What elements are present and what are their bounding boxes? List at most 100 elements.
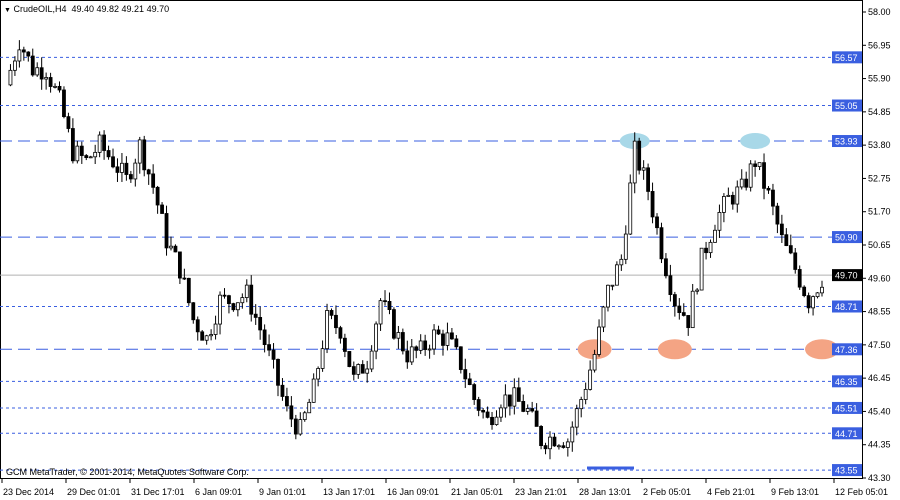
candle [779,214,784,243]
candle-body [137,139,142,164]
candle [75,140,80,164]
candle [253,304,258,325]
candle-body [316,368,321,380]
candle-body [249,284,254,315]
candle-body [400,332,405,352]
candle-body [142,139,147,171]
candle-body [146,169,151,175]
bottom-marker [657,339,692,360]
candle-body [579,399,584,410]
candle-body [79,145,84,156]
candle-body [329,310,334,316]
candle [124,156,129,181]
candle [481,407,486,419]
candle [494,410,499,426]
copyright-label: GCM MetaTrader, © 2001-2014, MetaQuotes … [6,467,249,477]
candle [530,401,535,413]
candle-body [155,186,160,206]
y-tick-label: 49.60 [868,273,891,283]
candle-body [472,384,477,400]
candle-body [414,346,419,351]
candle [762,153,766,200]
candle-body [62,89,66,118]
y-tick-label: 58.00 [868,7,891,17]
candle-body [44,77,49,80]
candle-body [646,167,650,192]
candle-body [209,334,214,337]
candle-body [467,378,472,385]
candle [512,378,517,415]
candle [427,344,432,359]
candle-body [120,162,124,173]
candle [717,204,722,238]
candle [302,410,307,422]
candle [565,438,570,457]
candle-body [695,289,700,292]
candle-body [548,436,552,450]
candle [628,174,633,235]
candle-body [75,145,80,162]
candle-body [302,412,307,420]
candle [30,48,35,77]
candle-body [753,163,758,167]
candle-body [641,167,646,171]
candle-body [124,162,129,175]
candle [39,57,44,90]
candle [499,404,503,422]
candle [160,202,164,214]
level-price-box [832,300,862,313]
candle [516,377,521,402]
candle [458,346,463,374]
candle [690,283,695,329]
candle-body [334,314,338,329]
candle-body [677,305,682,313]
candle [293,414,298,440]
candle [383,290,387,306]
level-price-box [832,99,862,112]
level-price-box [832,135,862,148]
candle-body [347,351,352,367]
candle [338,325,343,344]
candle [597,319,601,357]
candle-body [481,409,486,413]
x-tick-label: 2 Feb 05:01 [643,487,691,497]
candle-body [650,191,655,218]
candle-body [8,69,13,86]
candle-body [418,340,423,351]
candle [570,421,575,452]
candle-body [681,312,686,316]
candle [704,241,708,260]
candle-body [351,366,356,375]
candle [365,360,370,383]
candle [405,340,410,369]
candle-body [664,258,668,277]
candle [619,254,624,271]
candle-body [606,284,610,308]
x-tick-label: 4 Feb 21:01 [707,487,755,497]
candle [771,183,775,216]
candle-body [525,408,530,412]
candle-body [503,394,508,409]
candle [561,442,566,449]
candle [316,366,321,387]
candle [414,345,419,359]
x-tick-label: 16 Jan 09:01 [387,487,439,497]
x-tick-label: 13 Jan 17:01 [323,487,375,497]
y-tick-label: 55.90 [868,74,891,84]
candle-body [39,67,44,80]
y-tick-label: 50.65 [868,240,891,250]
candle-body [530,408,535,412]
candle [811,295,815,316]
candle [48,72,53,93]
candle-body [534,410,539,427]
bottom-marker [577,339,612,360]
candle-body [668,275,673,295]
triangle-down-icon[interactable]: ▼ [4,7,11,14]
candle [182,268,187,280]
level-price-label: 45.51 [835,403,858,413]
candle-body [325,310,329,350]
level-price-box [832,464,862,477]
level-price-box [832,231,862,244]
